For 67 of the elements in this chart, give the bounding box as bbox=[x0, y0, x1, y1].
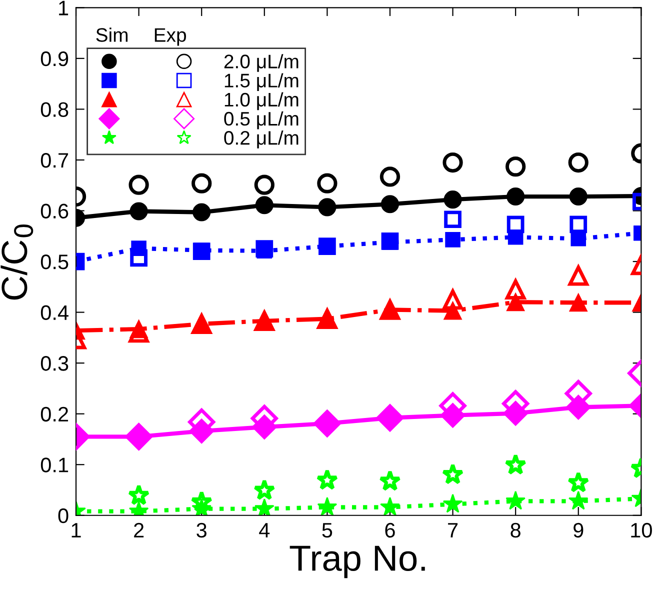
point bbox=[130, 249, 148, 267]
point bbox=[254, 174, 274, 195]
point bbox=[379, 470, 401, 491]
y-tick-label: 0.8 bbox=[40, 102, 68, 117]
x-tick-label: 7 bbox=[448, 523, 458, 538]
point bbox=[380, 496, 400, 516]
x-tick-label: 10 bbox=[631, 522, 652, 538]
legend-label: 0.2 μL/m bbox=[224, 130, 298, 148]
point bbox=[190, 490, 213, 512]
y-tick-label: 0.6 bbox=[40, 204, 68, 218]
point bbox=[444, 210, 462, 228]
y-tick-label: 0.2 bbox=[40, 406, 68, 422]
point bbox=[569, 188, 588, 206]
point bbox=[256, 240, 274, 258]
point bbox=[570, 216, 588, 234]
y-tick-label: 1 bbox=[59, 0, 68, 16]
point bbox=[444, 190, 462, 209]
y-axis-title: C/C$_{0}$ bbox=[0, 224, 34, 300]
legend-label: 1.0 μL/m bbox=[224, 92, 298, 110]
point bbox=[192, 203, 211, 222]
x-tick-label: 3 bbox=[196, 522, 206, 538]
point bbox=[254, 498, 274, 516]
y-tick-label: 0.9 bbox=[40, 51, 68, 66]
point bbox=[506, 188, 525, 206]
y-tick-label: 0.7 bbox=[40, 152, 68, 168]
x-tick-label: 8 bbox=[510, 522, 520, 538]
y-tick-label: 0.5 bbox=[40, 254, 68, 270]
annotation: Sim bbox=[96, 28, 128, 42]
point bbox=[442, 494, 463, 513]
x-tick-label: 1 bbox=[72, 523, 81, 538]
y-tick-label: 0.4 bbox=[40, 305, 68, 320]
y-tick-label: 0.1 bbox=[40, 458, 68, 472]
point bbox=[442, 463, 464, 484]
x-tick-label: 5 bbox=[322, 523, 332, 538]
point bbox=[316, 468, 338, 490]
legend-label: 0.5 μL/m bbox=[224, 111, 298, 130]
y-tick-label: 0 bbox=[58, 508, 68, 524]
point bbox=[568, 490, 588, 510]
point bbox=[192, 173, 212, 194]
x-tick-label: 9 bbox=[574, 522, 584, 538]
y-tick-label: 0.3 bbox=[40, 356, 68, 371]
point bbox=[569, 294, 588, 312]
point bbox=[506, 216, 524, 234]
x-tick-label: 2 bbox=[134, 522, 144, 538]
point bbox=[318, 198, 336, 216]
x-tick-label: 4 bbox=[259, 523, 270, 538]
point bbox=[506, 490, 526, 510]
point bbox=[253, 479, 276, 500]
point bbox=[128, 484, 150, 506]
point bbox=[128, 174, 149, 195]
point bbox=[380, 195, 400, 214]
point bbox=[317, 173, 338, 194]
point bbox=[130, 202, 148, 220]
point bbox=[255, 196, 274, 214]
point bbox=[568, 152, 588, 173]
annotation: Exp bbox=[154, 28, 186, 46]
point bbox=[445, 232, 460, 248]
point bbox=[380, 166, 400, 187]
x-tick-label: 6 bbox=[385, 522, 395, 538]
legend-label: 2.0 μL/m bbox=[224, 54, 298, 72]
x-axis-title: Trap No. bbox=[290, 546, 425, 578]
legend-label: 1.5 μL/m bbox=[224, 73, 298, 92]
point bbox=[504, 454, 527, 475]
point bbox=[442, 152, 463, 173]
point bbox=[506, 156, 526, 177]
point bbox=[317, 496, 338, 516]
point bbox=[567, 471, 590, 492]
